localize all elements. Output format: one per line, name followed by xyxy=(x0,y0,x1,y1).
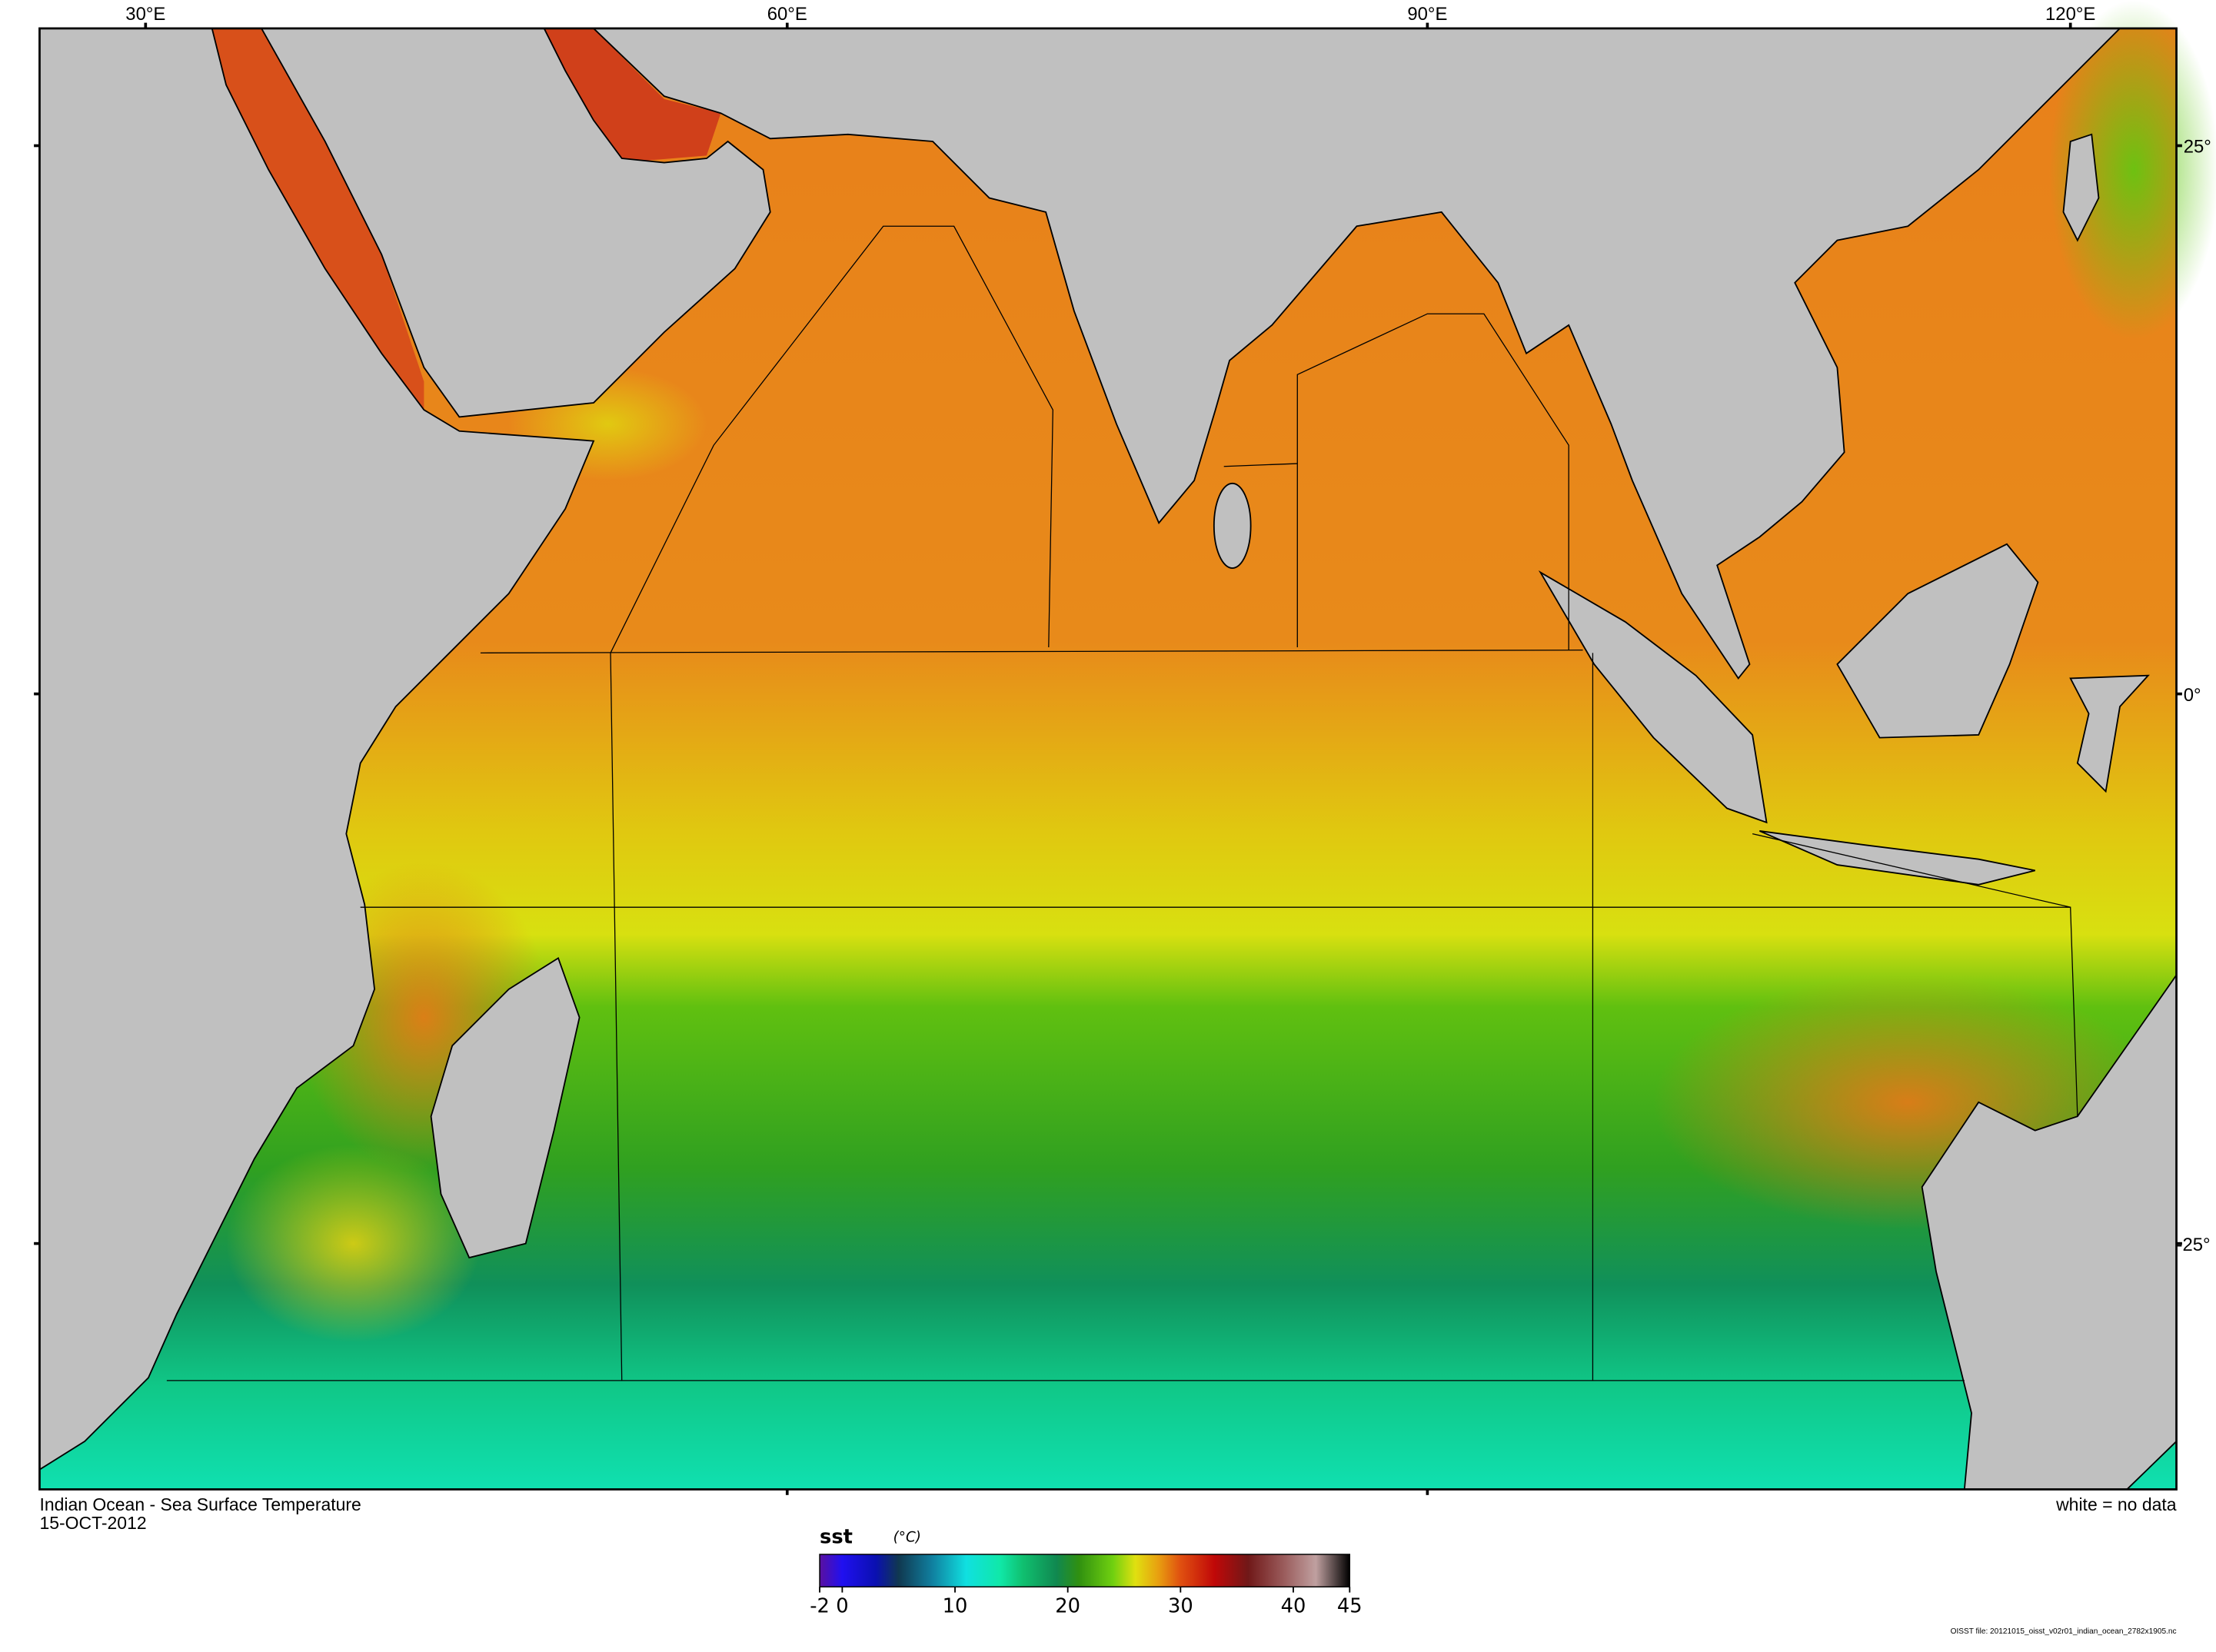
lat-label-25n: 25° xyxy=(2184,137,2211,158)
colorbar-units: (°C) xyxy=(893,1529,921,1545)
colorbar-tick-label: 40 xyxy=(1281,1594,1306,1617)
lat-label-0: 0° xyxy=(2184,685,2201,706)
colorbar-tick-label: 20 xyxy=(1055,1594,1080,1617)
sri-lanka xyxy=(1213,482,1252,569)
colorbar-frame xyxy=(819,1554,1351,1588)
no-data-note: white = no data xyxy=(2055,1494,2177,1514)
map-area[interactable] xyxy=(38,0,2216,1491)
map-title: Indian Ocean - Sea Surface Temperature xyxy=(39,1494,361,1514)
region-boundaries xyxy=(166,225,2078,1381)
lon-label-60e: 60°E xyxy=(767,4,807,25)
asia-mainland xyxy=(591,28,2122,680)
colorbar-tick-label: -2 xyxy=(810,1594,830,1617)
sulawesi xyxy=(2069,674,2150,793)
map-date: 15-OCT-2012 xyxy=(39,1513,146,1533)
madagascar xyxy=(430,956,581,1259)
longitude-axis: 30°E 60°E 90°E 120°E xyxy=(125,4,2095,1495)
colorbar-variable: sst xyxy=(820,1525,853,1548)
lon-label-30e: 30°E xyxy=(125,4,165,25)
colorbar-tick-label: 45 xyxy=(1337,1594,1363,1617)
red-sea-hot xyxy=(211,28,424,424)
lat-label-25s: -25° xyxy=(2177,1235,2211,1255)
map-frame xyxy=(38,27,2178,1491)
java xyxy=(1758,830,2035,886)
taiwan-philippines xyxy=(2062,133,2100,242)
lon-label-120e: 120°E xyxy=(2045,4,2095,25)
lon-label-90e: 90°E xyxy=(1407,4,1447,25)
colorbar-tick-label: 0 xyxy=(836,1594,848,1617)
colorbar-gradient xyxy=(820,1554,1350,1587)
colorbar-tick-label: 10 xyxy=(943,1594,968,1617)
africa-landmass xyxy=(38,28,595,1471)
latitude-axis: 25° 0° -25° xyxy=(34,137,2211,1255)
colorbar: sst (°C) -2 0 10 20 30 40 45 xyxy=(810,1525,1362,1617)
colorbar-tick-label: 30 xyxy=(1168,1594,1193,1617)
sumatra xyxy=(1538,570,1768,824)
borneo xyxy=(1836,543,2039,739)
green-patch-scs xyxy=(2049,0,2216,340)
persian-gulf-hot xyxy=(537,28,721,163)
source-file-label: OISST file: 20121015_oisst_v02r01_indian… xyxy=(1951,1627,2177,1636)
yellow-patch-africa xyxy=(226,1144,481,1343)
arabia-landmass xyxy=(260,28,771,418)
